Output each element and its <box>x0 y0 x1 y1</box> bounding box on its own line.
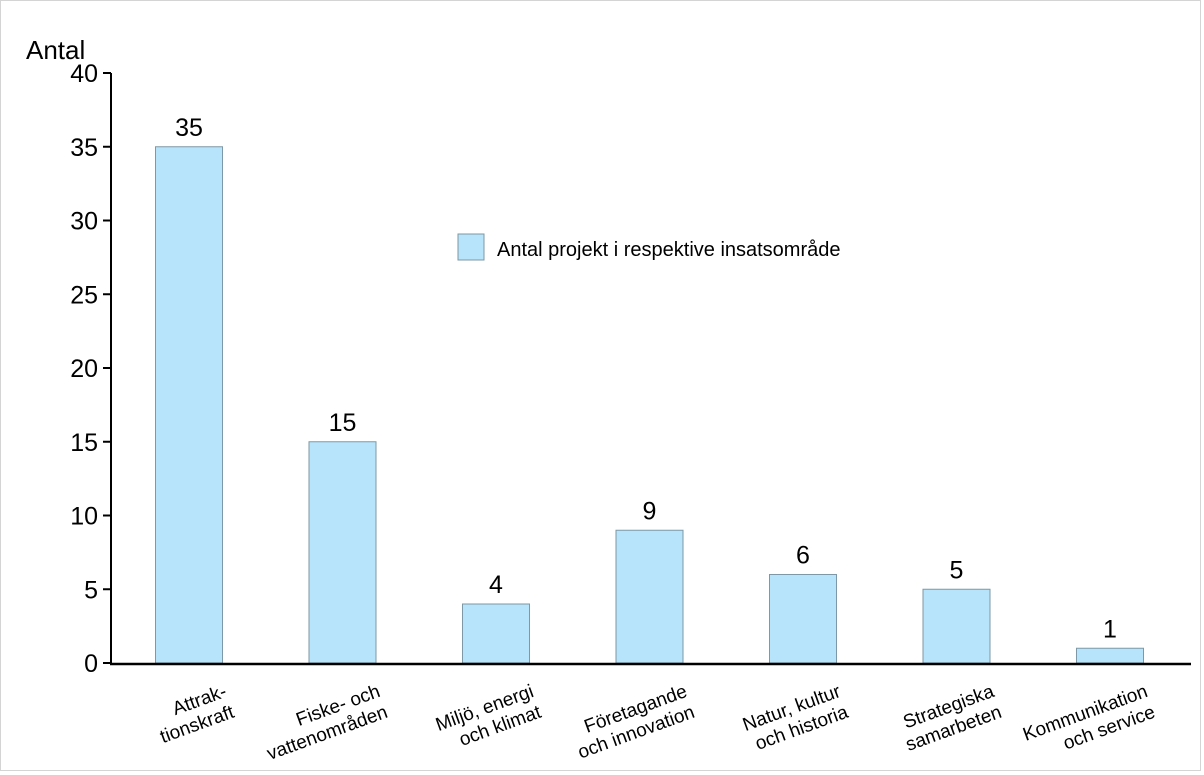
bar-value-label: 9 <box>643 497 657 525</box>
bar-value-label: 35 <box>175 114 203 142</box>
y-tick-label: 25 <box>70 281 98 309</box>
y-axis: 0 5 10 15 20 25 30 35 40 <box>70 60 112 678</box>
bar-value-label: 4 <box>489 571 503 599</box>
x-axis: Attrak-tionskraft Fiske- ochvattenområden… <box>110 662 1191 765</box>
y-tick-label: 35 <box>70 134 98 162</box>
legend: Antal projekt i respektive insatsområde <box>457 233 841 261</box>
x-tick-label: Attrak-tionskraft <box>157 681 237 748</box>
y-tick-label: 30 <box>70 208 98 236</box>
y-axis-label: Antal <box>26 35 85 65</box>
legend-swatch <box>457 233 485 261</box>
bar <box>1076 647 1144 664</box>
bars: 35 15 4 9 6 5 1 <box>155 114 1144 664</box>
y-tick-label: 40 <box>70 60 98 88</box>
bar <box>462 603 530 664</box>
bar-value-label: 6 <box>796 542 810 570</box>
y-tick-label: 0 <box>84 650 98 678</box>
bar <box>922 588 991 664</box>
bar <box>769 574 837 664</box>
y-tick-label: 20 <box>70 355 98 383</box>
y-tick-label: 5 <box>84 576 98 604</box>
y-tick-label: 15 <box>70 429 98 457</box>
bar <box>155 146 223 664</box>
y-tick-label: 10 <box>70 503 98 531</box>
legend-label: Antal projekt i respektive insatsområde <box>497 239 841 261</box>
bar-value-label: 15 <box>329 409 357 437</box>
bar <box>308 441 377 664</box>
bar-value-label: 1 <box>1103 615 1117 643</box>
bar <box>615 529 684 664</box>
bar-value-label: 5 <box>950 556 964 584</box>
